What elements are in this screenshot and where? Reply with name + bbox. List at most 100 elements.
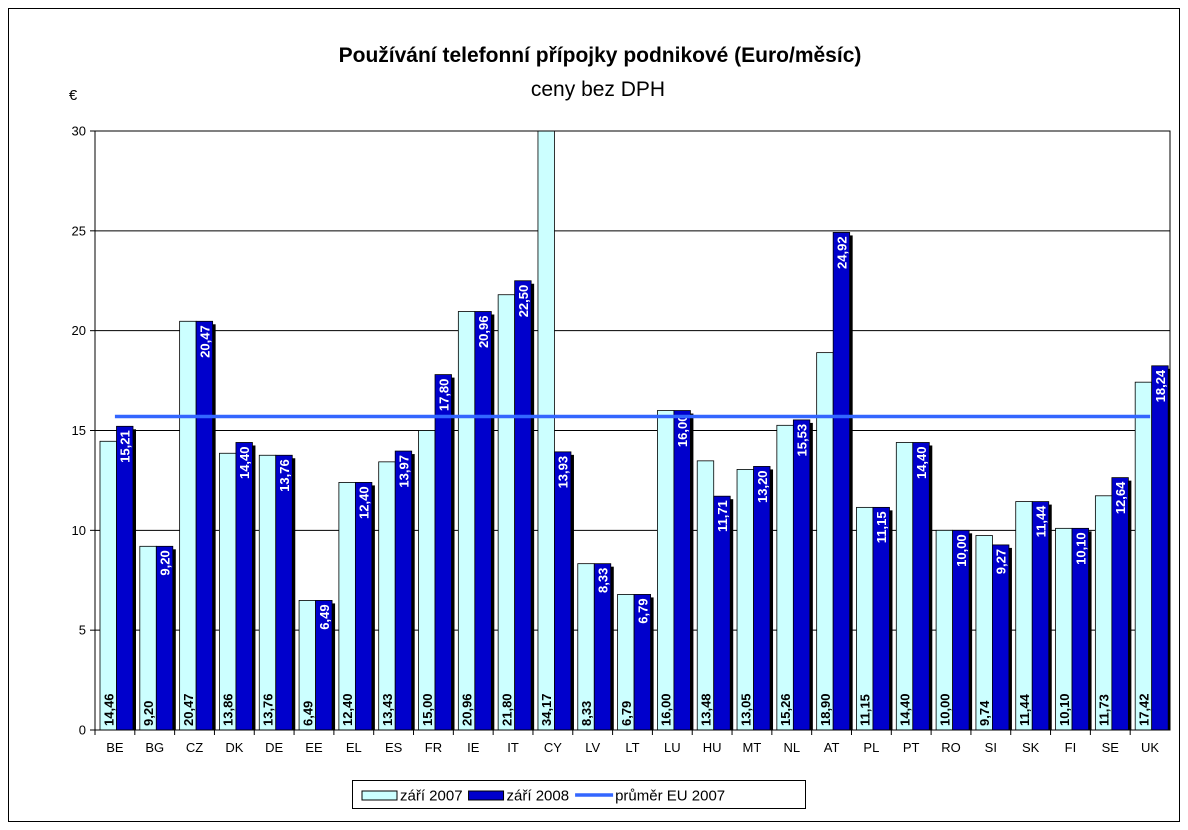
x-tick-label: DE <box>265 740 283 755</box>
value-label: 6,49 <box>300 701 315 726</box>
x-tick-label: SK <box>1022 740 1040 755</box>
y-tick-label: 0 <box>79 723 86 738</box>
y-tick-label: 10 <box>72 523 86 538</box>
x-tick-label: LU <box>664 740 681 755</box>
value-label: 8,33 <box>579 701 594 726</box>
value-label: 6,49 <box>317 604 332 629</box>
bar <box>195 320 214 731</box>
bar <box>474 311 492 731</box>
value-label: 13,43 <box>380 693 395 726</box>
bar <box>338 482 356 731</box>
x-tick-label: SI <box>985 740 997 755</box>
bar <box>1111 477 1129 731</box>
x-tick-label: CZ <box>186 740 203 755</box>
value-label: 18,24 <box>1153 369 1168 402</box>
bar <box>394 450 413 731</box>
x-tick-label: IT <box>507 740 519 755</box>
chart-title: Používání telefonní přípojky podnikové (… <box>339 44 862 67</box>
bar <box>1134 381 1153 731</box>
x-tick-label: CY <box>544 740 562 755</box>
bar <box>673 410 691 731</box>
value-label: 16,00 <box>659 693 674 726</box>
legend-label: září 2008 <box>507 788 570 805</box>
value-label: 15,00 <box>420 693 435 726</box>
bar <box>116 425 134 731</box>
value-label: 17,42 <box>1136 693 1151 726</box>
value-label: 22,50 <box>516 285 531 318</box>
bar <box>418 430 436 731</box>
bar <box>235 442 253 731</box>
x-tick-label: EL <box>346 740 362 755</box>
bar <box>792 419 811 731</box>
value-label: 13,86 <box>221 693 236 726</box>
bar <box>816 352 834 731</box>
bar <box>832 232 851 731</box>
value-label: 10,10 <box>1073 532 1088 565</box>
y-tick-label: 5 <box>79 623 86 638</box>
y-tick-label: 25 <box>72 223 86 238</box>
value-label: 11,71 <box>715 500 730 532</box>
x-tick-label: EE <box>305 740 323 755</box>
legend: září 2007 září 2008 průměr EU 2007 <box>352 780 806 809</box>
x-tick-label: LV <box>585 740 600 755</box>
value-label: 9,20 <box>158 550 173 575</box>
value-label: 14,46 <box>101 693 116 726</box>
x-tick-label: ES <box>385 740 403 755</box>
value-label: 17,80 <box>436 379 451 412</box>
value-label: 11,73 <box>1097 694 1112 726</box>
legend-swatch <box>468 790 505 801</box>
value-label: 20,96 <box>460 693 475 726</box>
y-tick-label: 20 <box>72 323 86 338</box>
value-label: 12,40 <box>340 693 355 726</box>
bar <box>554 451 572 731</box>
plot-bars <box>99 131 1170 731</box>
legend-label: průměr EU 2007 <box>615 788 725 805</box>
value-label: 13,48 <box>698 693 713 726</box>
value-label: 18,90 <box>818 693 833 726</box>
x-tick-label: PL <box>863 740 879 755</box>
chart-subtitle: ceny bez DPH <box>531 78 665 101</box>
bar <box>776 424 794 731</box>
x-tick-label: PT <box>903 740 920 755</box>
value-labels: 14,46 9,20 20,47 13,86 13,76 6,49 12,40 13,43 15… <box>101 236 1168 726</box>
bar <box>275 454 293 731</box>
value-label: 13,20 <box>755 470 770 503</box>
x-tick-label: BE <box>106 740 124 755</box>
bar <box>1151 365 1169 731</box>
y-tick-label: 30 <box>72 124 86 139</box>
value-label: 6,79 <box>635 598 650 623</box>
bar <box>378 461 396 731</box>
value-label: 24,92 <box>834 236 849 269</box>
value-label: 20,47 <box>197 325 212 358</box>
bar <box>434 374 452 731</box>
bar <box>696 460 715 731</box>
value-label: 10,00 <box>954 534 969 567</box>
bar <box>657 410 675 731</box>
x-tick-label: DK <box>225 740 243 755</box>
y-tick-label: 15 <box>72 423 86 438</box>
x-tick-label: RO <box>941 740 961 755</box>
value-label: 9,20 <box>141 701 156 726</box>
bar <box>912 442 930 731</box>
value-label: 9,74 <box>977 700 992 726</box>
value-label: 20,96 <box>476 315 491 348</box>
x-tick-label: AT <box>824 740 840 755</box>
value-label: 14,40 <box>237 446 252 479</box>
x-tick-label: FR <box>425 740 442 755</box>
value-label: 10,00 <box>937 693 952 726</box>
value-label: 12,40 <box>357 486 372 519</box>
value-label: 12,64 <box>1113 481 1128 514</box>
x-tick-label: IE <box>467 740 480 755</box>
bar <box>537 131 555 731</box>
bar <box>179 320 197 731</box>
value-label: 11,44 <box>1017 693 1032 726</box>
bar <box>895 442 914 731</box>
bar <box>258 454 277 731</box>
y-axis-label: € <box>69 87 78 104</box>
value-label: 14,40 <box>914 446 929 479</box>
x-tick-label: MT <box>743 740 762 755</box>
bar <box>219 452 237 731</box>
bar <box>514 280 532 731</box>
value-label: 13,76 <box>277 459 292 492</box>
